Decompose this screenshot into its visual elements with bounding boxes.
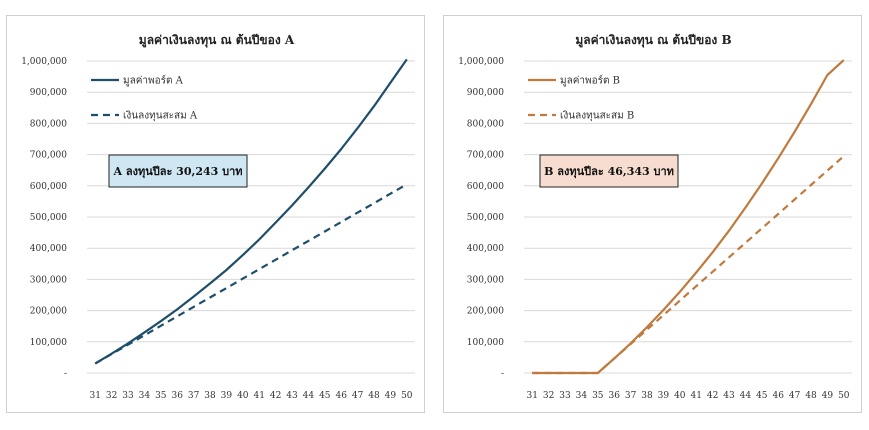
y-tick-label: 500,000 (467, 213, 504, 223)
x-tick-label: 49 (385, 391, 397, 401)
callout-box (108, 154, 248, 188)
x-tick-label: 49 (822, 391, 834, 401)
y-tick-label: 700,000 (467, 151, 504, 161)
x-tick-label: 40 (237, 391, 249, 401)
x-tick-label: 45 (756, 391, 768, 401)
callout-text: B ลงทุนปีละ 46,343 บาท (544, 165, 674, 179)
x-tick-label: 32 (543, 391, 554, 401)
x-tick-label: 48 (368, 391, 380, 401)
y-tick-label: 800,000 (467, 119, 504, 129)
x-tick-label: 33 (559, 391, 571, 401)
y-tick-label: 700,000 (30, 151, 67, 161)
chart-a: มูลค่าเงินลงทุน ณ ต้นปีของ A - 100,000 200,… (21, 33, 415, 401)
y-tick-label: 300,000 (467, 275, 504, 285)
y-tick-label: 200,000 (30, 307, 67, 317)
y-tick-label: 1,000,000 (21, 57, 67, 67)
chart-b: มูลค่าเงินลงทุน ณ ต้นปีของ B - 100,000 200,… (458, 33, 852, 401)
y-tick-label: 300,000 (30, 275, 67, 285)
x-tick-label: 44 (303, 391, 315, 401)
x-tick-label: 38 (204, 391, 216, 401)
y-tick-label: 600,000 (467, 182, 504, 192)
y-tick-label: 400,000 (467, 244, 504, 254)
x-tick-label: 36 (171, 391, 183, 401)
x-tick-label: 33 (122, 391, 134, 401)
y-tick-label: 1,000,000 (458, 57, 504, 67)
callout-text: A ลงทุนปีละ 30,243 บาท (112, 165, 242, 179)
x-tick-label: 48 (805, 391, 817, 401)
x-tick-label: 38 (641, 391, 653, 401)
y-tick-label: 500,000 (30, 213, 67, 223)
x-tick-label: 47 (789, 391, 801, 401)
x-tick-label: 42 (270, 391, 281, 401)
x-tick-label: 37 (188, 391, 200, 401)
chart-title: มูลค่าเงินลงทุน ณ ต้นปีของ B (575, 33, 731, 48)
legend-label: เงินลงทุนสะสม A (123, 111, 198, 122)
x-tick-label: 50 (838, 391, 850, 401)
x-tick-label: 35 (592, 391, 604, 401)
y-tick-label: 100,000 (30, 338, 67, 348)
y-tick-label: 400,000 (30, 244, 67, 254)
x-tick-label: 44 (740, 391, 752, 401)
x-tick-label: 43 (723, 391, 735, 401)
x-tick-label: 50 (401, 391, 413, 401)
x-tick-label: 34 (139, 391, 151, 401)
y-tick-label: 900,000 (30, 88, 67, 98)
x-tick-label: 41 (253, 391, 264, 401)
x-tick-label: 46 (335, 391, 347, 401)
y-tick-label: 800,000 (30, 119, 67, 129)
x-tick-label: 36 (608, 391, 620, 401)
x-tick-label: 40 (674, 391, 686, 401)
x-tick-label: 42 (707, 391, 718, 401)
legend-label: มูลค่าพอร์ต B (560, 75, 620, 87)
y-tick-label: 100,000 (467, 338, 504, 348)
y-tick-label: - (64, 369, 67, 379)
x-tick-label: 35 (155, 391, 167, 401)
series-line-1 (94, 58, 408, 365)
x-tick-label: 39 (221, 391, 233, 401)
y-tick-label: 900,000 (467, 88, 504, 98)
series-line-2 (532, 155, 845, 375)
chart-title: มูลค่าเงินลงทุน ณ ต้นปีของ A (139, 33, 295, 48)
y-tick-label: 200,000 (467, 307, 504, 317)
legend-label: เงินลงทุนสะสม B (560, 111, 634, 122)
x-tick-label: 37 (625, 391, 637, 401)
callout-box (539, 154, 679, 188)
x-tick-label: 31 (89, 391, 100, 401)
chart-panel-b: มูลค่าเงินลงทุน ณ ต้นปีของ B - 100,000 200,… (443, 15, 862, 413)
y-tick-label: - (501, 369, 504, 379)
x-tick-label: 45 (319, 391, 331, 401)
x-tick-label: 43 (286, 391, 298, 401)
legend-label: มูลค่าพอร์ต A (123, 75, 184, 87)
y-tick-label: 600,000 (30, 182, 67, 192)
x-tick-label: 31 (526, 391, 537, 401)
x-tick-label: 39 (658, 391, 670, 401)
x-tick-label: 41 (690, 391, 701, 401)
x-tick-label: 47 (352, 391, 364, 401)
x-tick-label: 32 (106, 391, 117, 401)
x-tick-label: 46 (772, 391, 784, 401)
series-line-2 (94, 183, 408, 365)
x-tick-label: 34 (576, 391, 588, 401)
chart-panel-a: มูลค่าเงินลงทุน ณ ต้นปีของ A - 100,000 200,… (6, 15, 425, 413)
